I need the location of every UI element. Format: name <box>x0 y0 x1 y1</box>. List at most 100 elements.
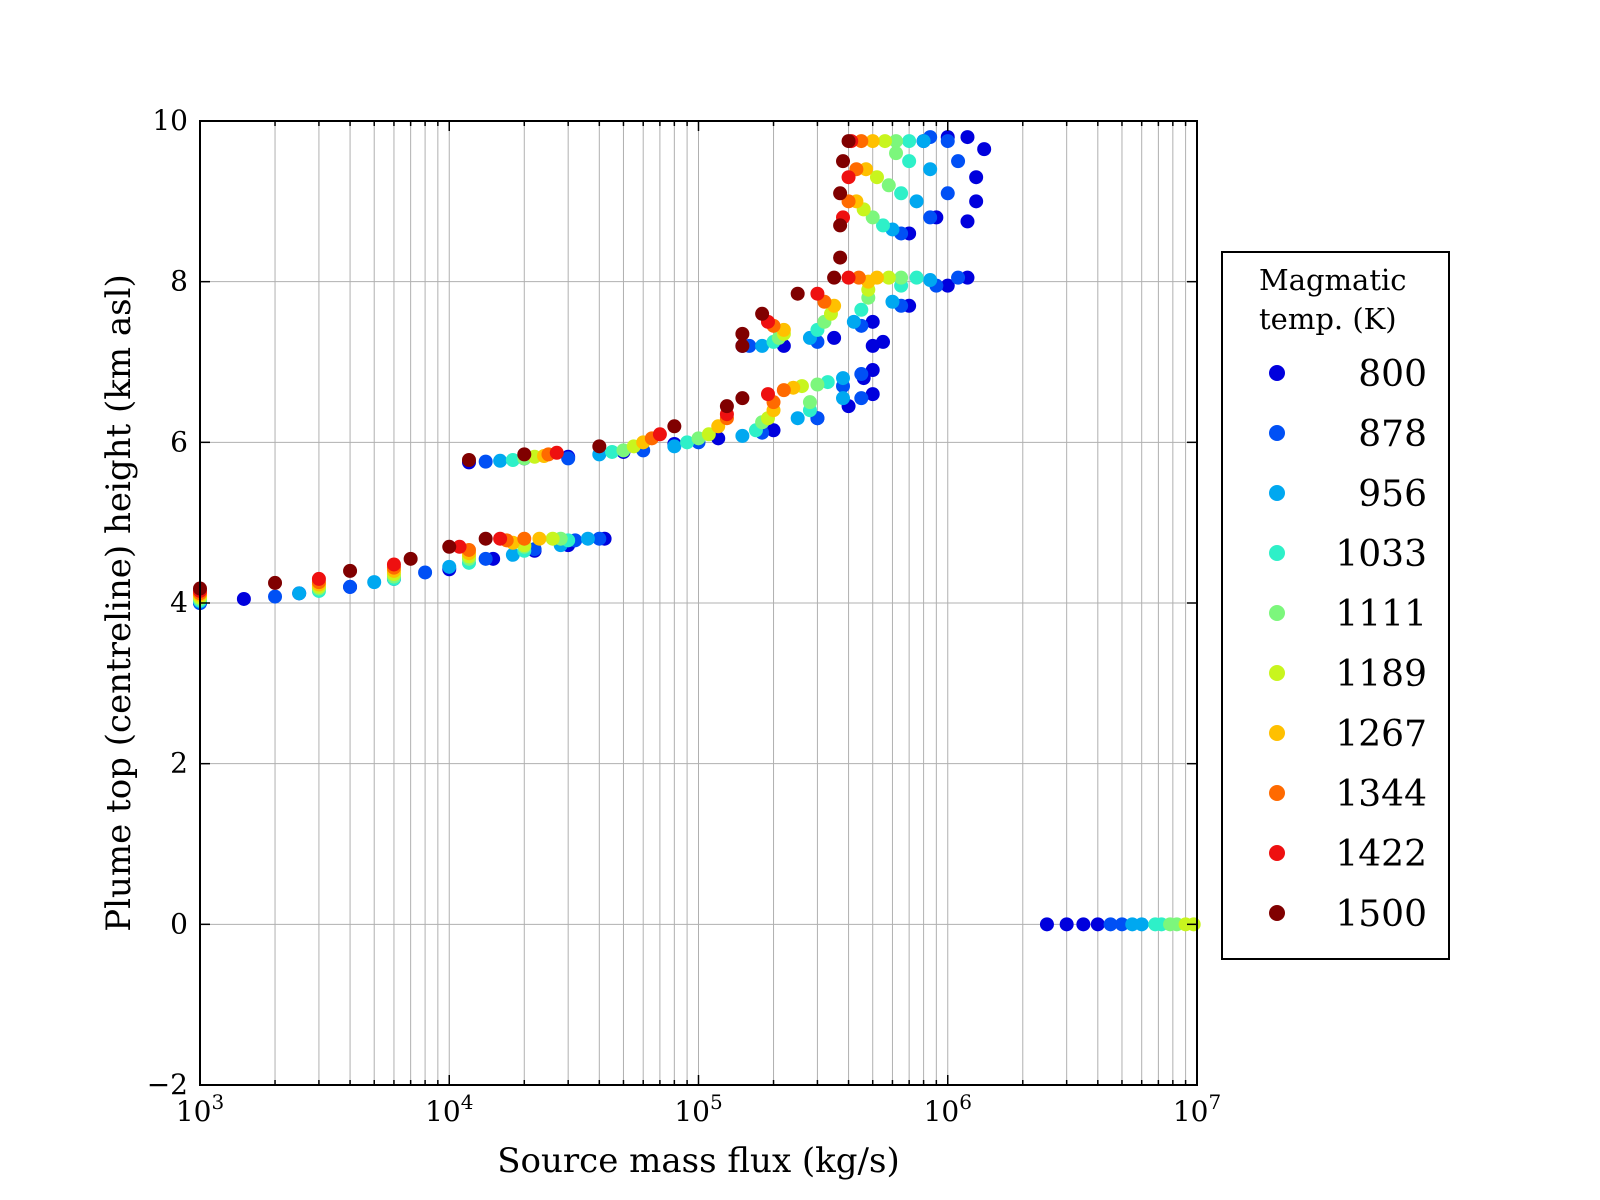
data-point <box>505 453 520 468</box>
data-point <box>865 387 880 402</box>
data-point <box>836 371 851 386</box>
data-point <box>854 367 869 382</box>
data-point <box>1103 917 1118 932</box>
legend-marker <box>1269 425 1285 441</box>
x-tick-label: 103 <box>176 1090 224 1128</box>
x-tick-label: 104 <box>425 1090 473 1128</box>
y-axis-label: Plume top (centreline) height (km asl) <box>99 274 139 932</box>
data-point <box>833 218 848 233</box>
data-point <box>592 439 607 454</box>
data-point <box>1076 917 1091 932</box>
data-point <box>960 214 975 229</box>
data-point <box>343 563 358 578</box>
data-point <box>268 575 283 590</box>
data-point <box>790 411 805 426</box>
legend-marker <box>1269 665 1285 681</box>
data-point <box>923 210 938 225</box>
data-point <box>268 589 283 604</box>
data-point <box>478 531 493 546</box>
legend-marker <box>1269 785 1285 801</box>
data-point <box>1114 917 1129 932</box>
legend-label: 1033 <box>1335 534 1427 575</box>
data-point <box>876 218 891 233</box>
data-point <box>841 270 856 285</box>
data-point <box>940 186 955 201</box>
data-point <box>859 162 874 177</box>
y-tick-label: 6 <box>170 425 188 458</box>
y-tick-label: 10 <box>152 104 188 137</box>
data-point <box>735 338 750 353</box>
legend-label: 1422 <box>1335 834 1427 875</box>
tick-marks <box>199 120 1197 1086</box>
y-tick-label: −2 <box>147 1068 188 1101</box>
series-956 <box>193 134 1149 932</box>
data-point <box>869 170 884 185</box>
y-tick-label: 4 <box>170 586 188 619</box>
data-points <box>193 130 1201 932</box>
data-point <box>902 134 917 149</box>
legend-marker <box>1269 485 1285 501</box>
x-tick-label: 106 <box>924 1090 972 1128</box>
data-point <box>902 154 917 169</box>
data-point <box>940 278 955 293</box>
data-point <box>876 334 891 349</box>
data-point <box>841 170 856 185</box>
legend: Magmatic temp. (K) 800 878 956 1033 1111 1189… <box>1221 251 1450 960</box>
data-point <box>854 391 869 406</box>
legend-marker <box>1269 605 1285 621</box>
y-tick-label: 0 <box>170 907 188 940</box>
x-tick-label: 107 <box>1173 1090 1221 1128</box>
data-point <box>865 314 880 329</box>
data-point <box>865 134 880 149</box>
legend-label: 1111 <box>1335 594 1427 635</box>
data-point <box>881 178 896 193</box>
data-point <box>940 134 955 149</box>
x-axis-label: Source mass flux (kg/s) <box>497 1141 899 1181</box>
legend-label: 956 <box>1358 474 1427 515</box>
data-point <box>418 565 433 580</box>
data-point <box>865 363 880 378</box>
data-point <box>667 439 682 454</box>
data-point <box>833 250 848 265</box>
legend-entries: 800 878 956 1033 1111 1189 1267 1344 1422 1500 <box>1269 354 1427 935</box>
legend-marker <box>1269 845 1285 861</box>
legend-marker <box>1269 725 1285 741</box>
data-point <box>827 330 842 345</box>
data-point <box>827 270 842 285</box>
data-point <box>951 154 966 169</box>
data-point <box>478 551 493 566</box>
data-point <box>1134 917 1149 932</box>
data-point <box>841 134 856 149</box>
data-point <box>810 286 825 301</box>
data-point <box>869 270 884 285</box>
data-point <box>1059 917 1074 932</box>
data-point <box>236 591 251 606</box>
legend-label: 1189 <box>1335 654 1427 695</box>
data-point <box>652 427 667 442</box>
data-point <box>755 306 770 321</box>
data-point <box>580 531 595 546</box>
data-point <box>442 539 457 554</box>
data-point <box>605 444 620 459</box>
data-point <box>760 387 775 402</box>
legend-marker <box>1269 545 1285 561</box>
data-point <box>909 270 924 285</box>
data-point <box>517 447 532 462</box>
legend-title: temp. (K) <box>1259 302 1397 336</box>
data-point <box>561 451 576 466</box>
data-point <box>916 134 931 149</box>
legend-label: 878 <box>1358 414 1427 455</box>
data-point <box>790 286 805 301</box>
data-point <box>889 146 904 161</box>
data-point <box>442 559 457 574</box>
data-point <box>403 551 418 566</box>
legend-title: Magmatic <box>1259 263 1407 297</box>
data-point <box>776 383 791 398</box>
data-point <box>854 134 869 149</box>
data-point <box>343 579 358 594</box>
data-point <box>478 454 493 469</box>
data-point <box>701 427 716 442</box>
data-point <box>532 531 547 546</box>
data-point <box>667 419 682 434</box>
data-point <box>680 435 695 450</box>
